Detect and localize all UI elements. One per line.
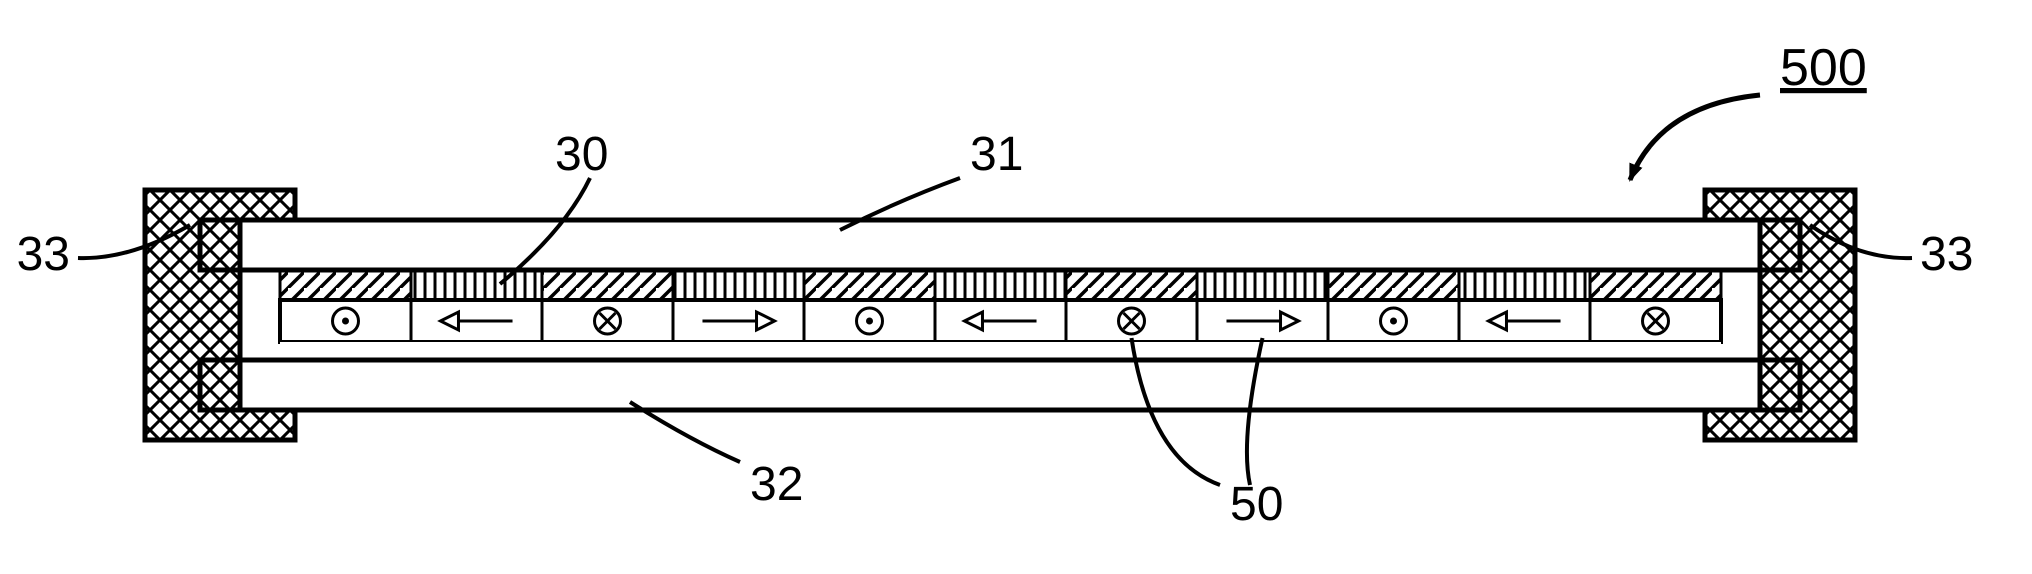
pole-segment-4 <box>804 270 935 300</box>
pole-segment-3 <box>673 270 804 300</box>
pole-segment-6 <box>1066 270 1197 300</box>
top-outer-bar <box>200 220 1800 270</box>
figure-label-arrow <box>1630 95 1760 180</box>
pole-segment-7 <box>1197 270 1328 300</box>
svg-text:500: 500 <box>1780 39 1867 97</box>
pole-segment-2 <box>542 270 673 300</box>
pole-segment-9 <box>1459 270 1590 300</box>
pole-segment-10 <box>1590 270 1721 300</box>
pole-segment-5 <box>935 270 1066 300</box>
pole-segment-0 <box>280 270 411 300</box>
svg-text:31: 31 <box>970 128 1023 181</box>
bottom-outer-bar <box>200 360 1800 410</box>
svg-text:50: 50 <box>1230 478 1283 531</box>
svg-text:33: 33 <box>17 228 70 281</box>
svg-text:30: 30 <box>555 128 608 181</box>
svg-text:32: 32 <box>750 458 803 511</box>
pole-segment-1 <box>411 270 542 300</box>
pole-segment-8 <box>1328 270 1459 300</box>
svg-text:33: 33 <box>1920 228 1973 281</box>
